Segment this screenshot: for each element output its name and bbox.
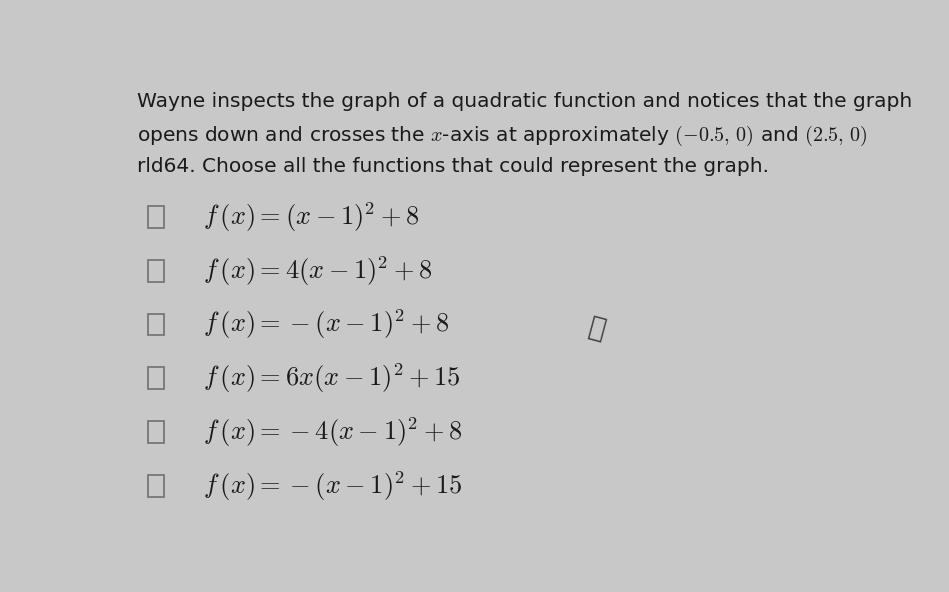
Text: $f\,(x) = -(x-1)^2 + 8$: $f\,(x) = -(x-1)^2 + 8$ bbox=[203, 308, 450, 342]
FancyBboxPatch shape bbox=[148, 475, 164, 497]
Text: ☝: ☝ bbox=[586, 313, 608, 344]
Text: $f\,(x) = 6x(x-1)^2 + 15$: $f\,(x) = 6x(x-1)^2 + 15$ bbox=[203, 362, 461, 395]
FancyBboxPatch shape bbox=[148, 367, 164, 389]
FancyBboxPatch shape bbox=[148, 314, 164, 336]
Text: opens down and crosses the $x$-axis at approximately $(-0.5,\,0)$ and $(2.5,\,0): opens down and crosses the $x$-axis at a… bbox=[137, 124, 868, 149]
FancyBboxPatch shape bbox=[148, 206, 164, 228]
Text: Wayne inspects the graph of a quadratic function and notices that the graph: Wayne inspects the graph of a quadratic … bbox=[137, 92, 912, 111]
FancyBboxPatch shape bbox=[148, 260, 164, 282]
Text: $f\,(x) = -4(x-1)^2 + 8$: $f\,(x) = -4(x-1)^2 + 8$ bbox=[203, 415, 462, 449]
Text: $f\,(x) = -(x-1)^2 + 15$: $f\,(x) = -(x-1)^2 + 15$ bbox=[203, 469, 462, 503]
Text: $f\,(x) = (x-1)^2 + 8$: $f\,(x) = (x-1)^2 + 8$ bbox=[203, 200, 419, 234]
Text: $f\,(x) = 4(x-1)^2 + 8$: $f\,(x) = 4(x-1)^2 + 8$ bbox=[203, 254, 433, 288]
Text: rld64. Choose all the functions that could represent the graph.: rld64. Choose all the functions that cou… bbox=[137, 157, 769, 176]
FancyBboxPatch shape bbox=[148, 421, 164, 443]
